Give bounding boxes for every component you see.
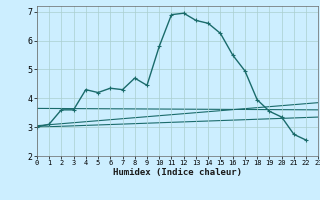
X-axis label: Humidex (Indice chaleur): Humidex (Indice chaleur)	[113, 168, 242, 177]
